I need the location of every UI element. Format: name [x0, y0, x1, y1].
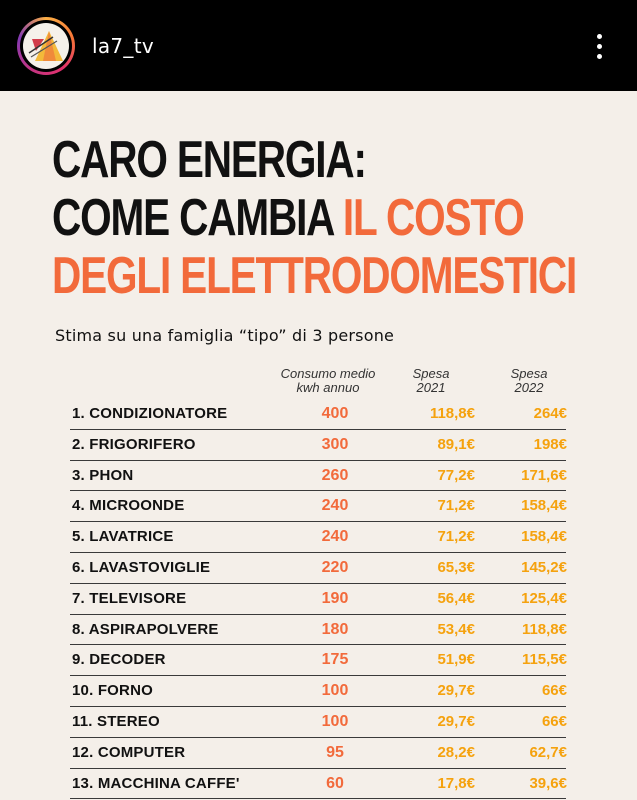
cost-2022: 118,8€ — [521, 620, 567, 638]
cost-2021: 71,2€ — [437, 497, 475, 515]
headline-line-2b: IL COSTO — [342, 189, 525, 247]
appliance-name: 12. COMPUTER — [72, 743, 186, 761]
cost-2022: 145,2€ — [521, 558, 567, 576]
table-row: 1. CONDIZIONATORE 400 118,8€ 264€ — [70, 399, 567, 430]
consumption-value: 95 — [326, 743, 344, 761]
cost-2022: 39,6€ — [529, 774, 567, 792]
cost-2022: 62,7€ — [529, 743, 567, 761]
cost-2022: 158,4€ — [521, 497, 567, 515]
consumption-value: 240 — [321, 528, 349, 546]
consumption-value: 100 — [321, 712, 349, 730]
appliance-name: 4. MICROONDE — [72, 497, 185, 515]
cost-2021: 29,7€ — [437, 682, 475, 700]
column-header-consumo: Consumo medio kwh annuo — [272, 367, 384, 395]
subtitle: Stima su una famiglia “tipo” di 3 person… — [55, 326, 395, 345]
consumption-value: 300 — [321, 435, 349, 453]
la7-logo-icon — [23, 23, 69, 69]
cost-2021: 53,4€ — [437, 620, 475, 638]
table-row: 7. TELEVISORE 190 56,4€ 125,4€ — [70, 584, 567, 615]
appliance-name: 9. DECODER — [72, 651, 166, 669]
appliance-name: 5. LAVATRICE — [72, 528, 174, 546]
cost-2022: 198€ — [533, 435, 567, 453]
cost-2021: 65,3€ — [437, 558, 475, 576]
table-row: 3. PHON 260 77,2€ 171,6€ — [70, 461, 567, 492]
appliance-name: 7. TELEVISORE — [72, 589, 187, 607]
consumption-value: 100 — [321, 682, 349, 700]
appliance-name: 3. PHON — [72, 466, 134, 484]
table-row: 13. MACCHINA CAFFE' 60 17,8€ 39,6€ — [70, 769, 567, 800]
consumption-value: 260 — [321, 466, 349, 484]
cost-2021: 77,2€ — [437, 466, 475, 484]
appliance-name: 1. CONDIZIONATORE — [72, 405, 228, 422]
appliance-name: 2. FRIGORIFERO — [72, 435, 196, 453]
cost-2021: 89,1€ — [437, 435, 475, 453]
cost-2022: 66€ — [541, 682, 567, 700]
column-header-consumo-line-2: kwh annuo — [296, 380, 360, 395]
cost-2021: 28,2€ — [437, 743, 475, 761]
cost-2021: 29,7€ — [437, 712, 475, 730]
headline-line-3: DEGLI ELETTRODOMESTICI — [52, 247, 577, 305]
table-row: 12. COMPUTER 95 28,2€ 62,7€ — [70, 738, 567, 769]
headline-line-2a: COME CAMBIA — [52, 189, 343, 247]
consumption-value: 400 — [321, 405, 349, 422]
consumption-value: 190 — [321, 589, 349, 607]
appliance-name: 11. STEREO — [72, 712, 160, 730]
avatar-frame — [20, 20, 72, 72]
consumption-value: 220 — [321, 558, 349, 576]
cost-2021: 51,9€ — [437, 651, 475, 669]
consumption-value: 180 — [321, 620, 349, 638]
headline-line-1: CARO ENERGIA: — [52, 131, 367, 189]
cost-2022: 264€ — [533, 405, 567, 422]
consumption-value: 175 — [321, 651, 349, 669]
column-header-spesa-2022-line-1: Spesa — [510, 366, 548, 381]
consumption-value: 60 — [326, 774, 344, 792]
cost-2022: 125,4€ — [521, 589, 567, 607]
cost-2022: 115,5€ — [521, 651, 567, 669]
appliance-name: 13. MACCHINA CAFFE' — [72, 774, 240, 792]
column-header-spesa-2022-line-2: 2022 — [514, 380, 544, 395]
avatar[interactable] — [17, 17, 75, 75]
appliance-table: 1. CONDIZIONATORE 400 118,8€ 264€ 2. FRIGOR… — [70, 399, 567, 800]
table-row: 11. STEREO 100 29,7€ 66€ — [70, 707, 567, 738]
table-row: 5. LAVATRICE 240 71,2€ 158,4€ — [70, 522, 567, 553]
account-username[interactable]: la7_tv — [92, 34, 155, 58]
cost-2021: 17,8€ — [437, 774, 475, 792]
appliance-name: 6. LAVASTOVIGLIE — [72, 558, 211, 576]
table-row: 4. MICROONDE 240 71,2€ 158,4€ — [70, 491, 567, 523]
cost-2022: 158,4€ — [521, 528, 567, 546]
column-header-spesa-2021: Spesa 2021 — [408, 367, 454, 395]
cost-2022: 66€ — [541, 712, 567, 730]
cost-2021: 118,8€ — [429, 405, 475, 422]
post-header: la7_tv — [0, 0, 637, 91]
cost-2022: 171,6€ — [521, 466, 567, 484]
table-row: 6. LAVASTOVIGLIE 220 65,3€ 145,2€ — [70, 553, 567, 584]
appliance-name: 10. FORNO — [72, 682, 153, 700]
column-header-consumo-line-1: Consumo medio — [280, 366, 376, 381]
cost-2021: 56,4€ — [437, 589, 475, 607]
infographic: CARO ENERGIA: COME CAMBIA IL COSTO DEGLI… — [0, 91, 637, 800]
headline: CARO ENERGIA: COME CAMBIA IL COSTO DEGLI… — [52, 131, 577, 305]
table-row: 10. FORNO 100 29,7€ 66€ — [70, 676, 567, 707]
column-header-spesa-2022: Spesa 2022 — [506, 367, 552, 395]
table-row: 8. ASPIRAPOLVERE 180 53,4€ 118,8€ — [70, 615, 567, 646]
column-header-spesa-2021-line-2: 2021 — [416, 380, 446, 395]
table-row: 9. DECODER 175 51,9€ 115,5€ — [70, 645, 567, 677]
consumption-value: 240 — [321, 497, 349, 515]
appliance-name: 8. ASPIRAPOLVERE — [72, 620, 219, 638]
table-row: 2. FRIGORIFERO 300 89,1€ 198€ — [70, 430, 567, 461]
cost-2021: 71,2€ — [437, 528, 475, 546]
headline-line-2: COME CAMBIA IL COSTO — [52, 189, 525, 247]
column-header-spesa-2021-line-1: Spesa — [412, 366, 450, 381]
more-vertical-icon[interactable] — [592, 34, 606, 62]
